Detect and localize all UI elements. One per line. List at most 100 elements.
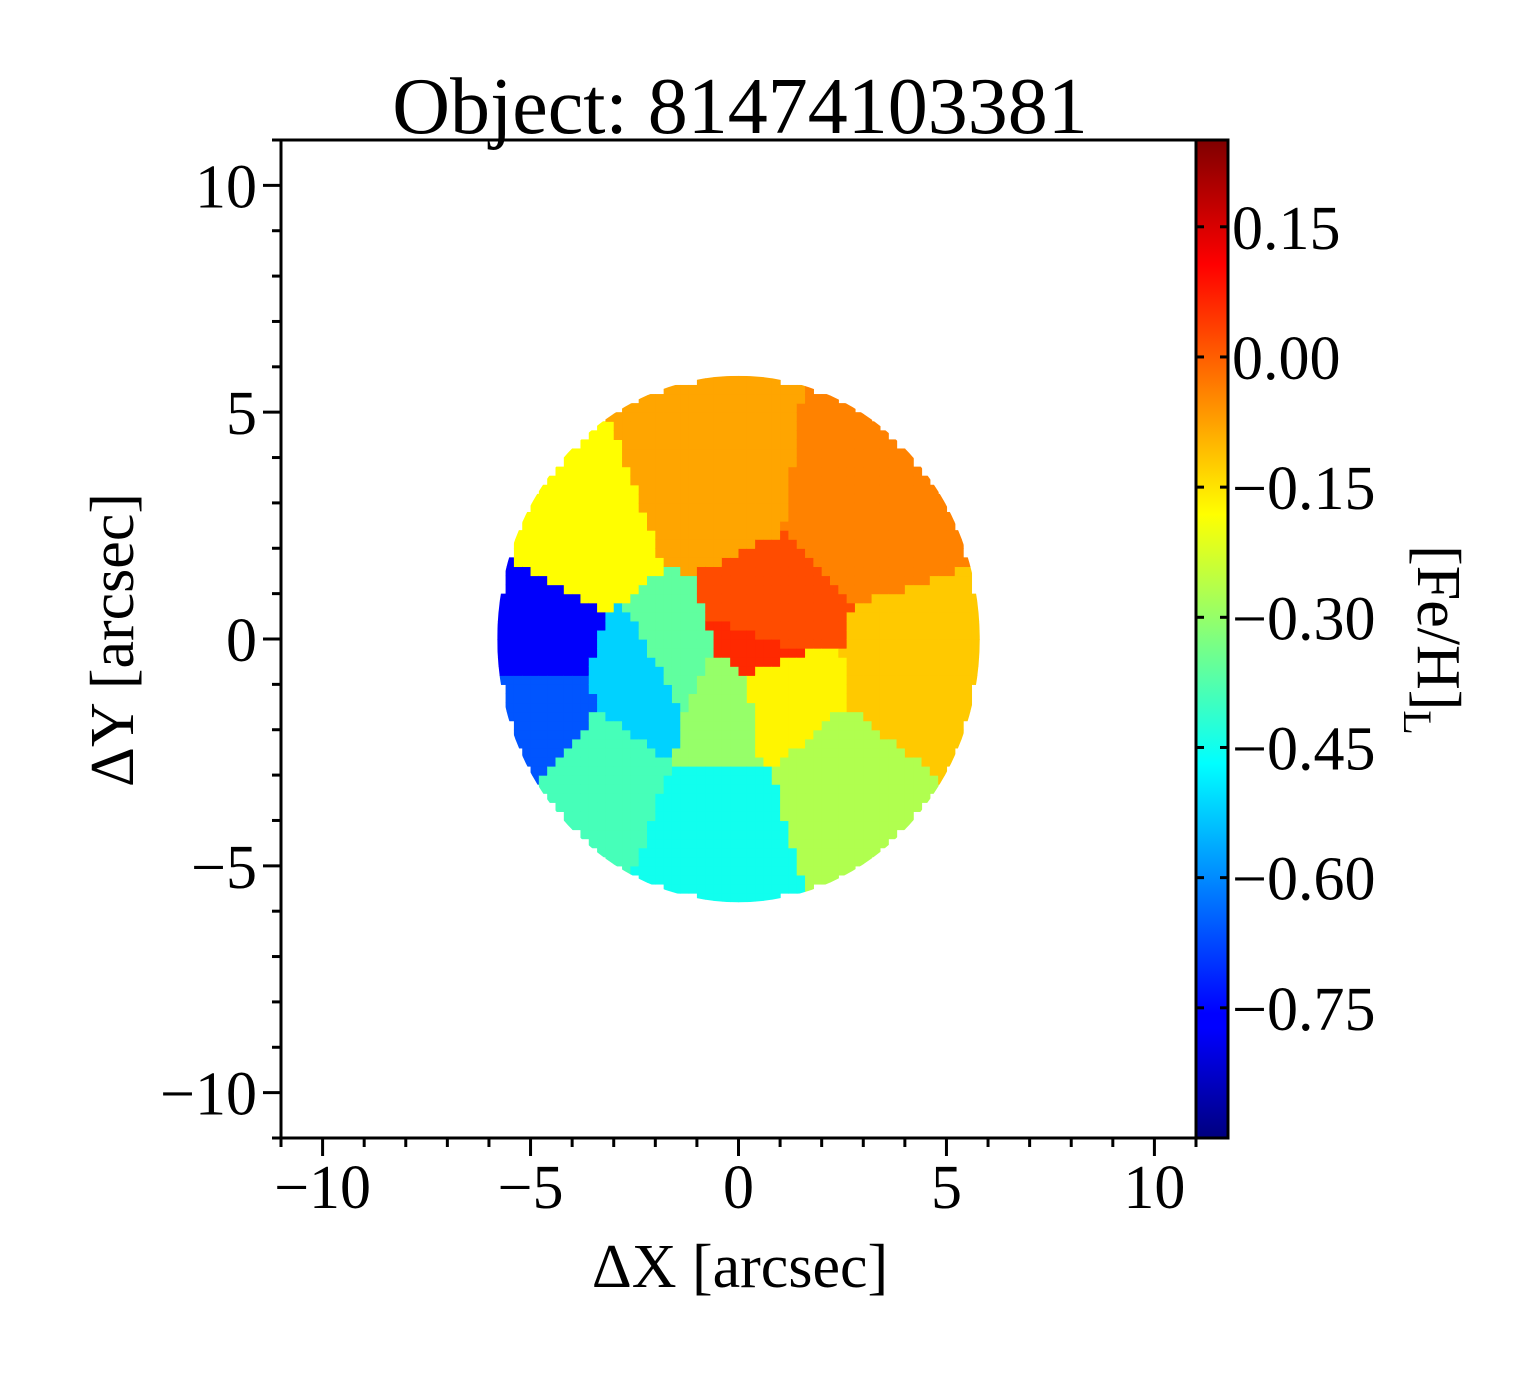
- map-pixel: [705, 530, 715, 540]
- map-pixel: [738, 466, 748, 477]
- map-pixel: [755, 493, 765, 504]
- map-pixel: [630, 729, 640, 740]
- map-pixel: [721, 457, 731, 468]
- map-pixel: [688, 684, 698, 695]
- map-pixel: [796, 639, 806, 649]
- map-pixel: [730, 802, 740, 812]
- map-pixel: [680, 593, 690, 604]
- map-pixel: [705, 629, 715, 640]
- map-pixel: [671, 466, 681, 477]
- map-pixel: [588, 838, 598, 849]
- map-pixel: [929, 702, 939, 713]
- map-pixel: [763, 539, 773, 549]
- map-pixel: [563, 639, 573, 649]
- map-pixel: [630, 811, 640, 822]
- map-pixel: [830, 611, 839, 622]
- map-pixel: [805, 493, 814, 504]
- map-pixel: [904, 702, 914, 713]
- map-pixel: [830, 394, 839, 404]
- map-pixel: [805, 421, 814, 431]
- map-pixel: [755, 566, 765, 577]
- map-pixel: [547, 775, 557, 785]
- map-pixel: [938, 620, 948, 631]
- map-pixel: [622, 820, 631, 831]
- map-pixel: [863, 666, 873, 676]
- map-pixel: [805, 502, 814, 513]
- map-pixel: [863, 766, 873, 776]
- map-pixel: [588, 475, 598, 486]
- map-pixel: [788, 729, 798, 740]
- map-pixel: [738, 820, 748, 831]
- map-pixel: [530, 548, 540, 558]
- y-tick-label: −10: [160, 1061, 257, 1129]
- map-pixel: [671, 602, 681, 613]
- map-pixel: [663, 883, 673, 894]
- map-pixel: [580, 584, 590, 595]
- map-pixel: [863, 530, 873, 540]
- map-pixel: [730, 766, 740, 776]
- map-pixel: [846, 639, 856, 649]
- map-pixel: [946, 756, 956, 767]
- map-pixel: [863, 493, 873, 504]
- map-pixel: [671, 784, 681, 794]
- map-pixel: [896, 811, 906, 822]
- map-pixel: [721, 693, 731, 704]
- map-pixel: [813, 611, 823, 622]
- map-pixel: [505, 684, 515, 695]
- map-pixel: [713, 548, 723, 558]
- map-pixel: [696, 439, 706, 450]
- map-pixel: [563, 629, 573, 640]
- map-pixel: [597, 666, 607, 676]
- map-pixel: [688, 575, 698, 586]
- map-pixel: [746, 439, 756, 450]
- map-pixel: [954, 675, 964, 685]
- map-pixel: [555, 602, 565, 613]
- map-pixel: [963, 648, 973, 658]
- map-pixel: [763, 548, 773, 558]
- map-pixel: [771, 466, 781, 477]
- map-pixel: [838, 675, 848, 685]
- map-pixel: [871, 457, 881, 468]
- map-pixel: [705, 738, 715, 749]
- map-pixel: [838, 502, 848, 513]
- map-pixel: [755, 593, 765, 604]
- colorbar-tick-label: 0.15: [1232, 195, 1341, 263]
- map-pixel: [821, 738, 831, 749]
- map-pixel: [680, 874, 690, 885]
- map-pixel: [538, 711, 548, 722]
- map-pixel: [638, 684, 648, 695]
- map-pixel: [805, 475, 814, 486]
- map-pixel: [522, 557, 532, 568]
- map-pixel: [963, 575, 973, 586]
- map-pixel: [613, 838, 623, 849]
- map-pixel: [713, 530, 723, 540]
- map-pixel: [796, 838, 806, 849]
- map-pixel: [871, 756, 881, 767]
- map-pixel: [713, 539, 723, 549]
- map-pixel: [888, 666, 898, 676]
- map-pixel: [821, 421, 831, 431]
- map-pixel: [763, 702, 773, 713]
- map-pixel: [763, 766, 773, 776]
- map-pixel: [813, 847, 823, 858]
- map-pixel: [871, 448, 881, 459]
- map-pixel: [763, 593, 773, 604]
- map-pixel: [738, 375, 748, 386]
- map-pixel: [938, 521, 948, 531]
- map-pixel: [805, 865, 814, 876]
- map-pixel: [888, 711, 898, 722]
- map-pixel: [597, 493, 607, 504]
- map-pixel: [680, 847, 690, 858]
- map-pixel: [730, 648, 740, 658]
- map-pixel: [638, 720, 648, 731]
- map-pixel: [904, 693, 914, 704]
- map-pixel: [938, 666, 948, 676]
- map-pixel: [622, 575, 631, 586]
- map-pixel: [863, 602, 873, 613]
- map-pixel: [788, 521, 798, 531]
- map-pixel: [846, 629, 856, 640]
- map-pixel: [738, 766, 748, 776]
- map-pixel: [505, 611, 515, 622]
- map-pixel: [655, 511, 665, 522]
